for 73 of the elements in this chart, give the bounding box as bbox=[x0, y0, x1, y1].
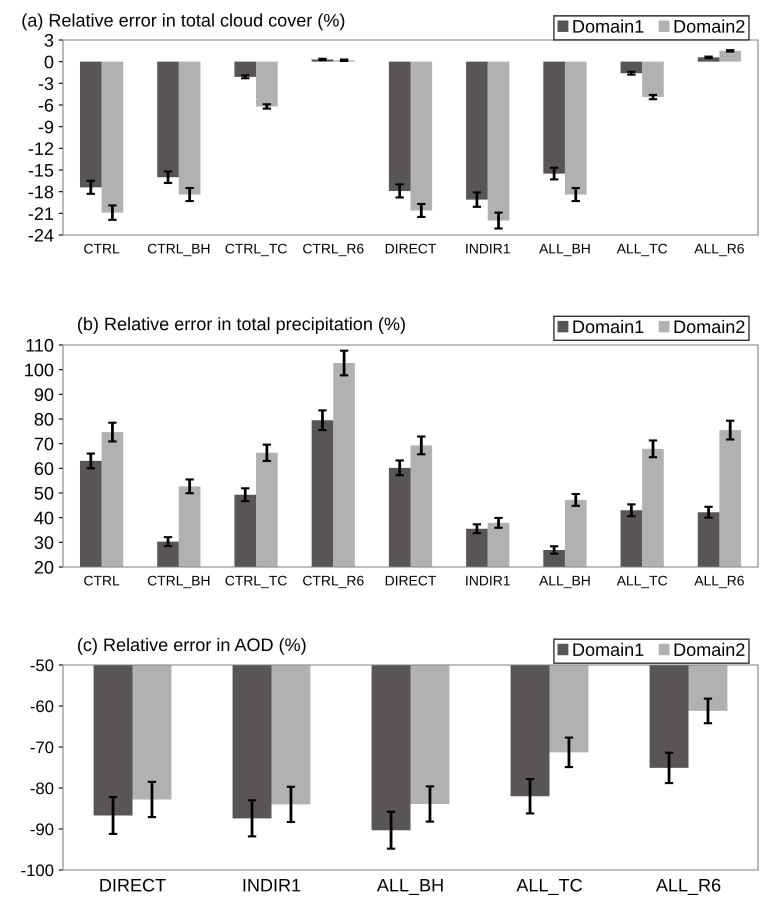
x-tick-label: ALL_R6 bbox=[694, 244, 744, 256]
legend-label: Domain2 bbox=[674, 642, 744, 656]
bar bbox=[564, 62, 587, 195]
x-tick-label: CTRL_TC bbox=[226, 244, 287, 256]
x-tick-label: DIRECT bbox=[386, 244, 436, 254]
y-tick-label: 50 bbox=[34, 486, 54, 500]
bar bbox=[102, 62, 124, 213]
x-tick-label: ALL_TC bbox=[616, 576, 668, 588]
bar bbox=[256, 62, 278, 106]
x-tick-label: CTRL_R6 bbox=[303, 576, 364, 588]
x-tick-label: ALL_BH bbox=[376, 878, 443, 896]
chart-title: (a) Relative error in total cloud cover (%) bbox=[22, 13, 344, 30]
bar bbox=[620, 62, 642, 74]
bar bbox=[234, 62, 256, 77]
y-tick-label: 20 bbox=[34, 560, 54, 574]
x-tick-label: CTRL_R6 bbox=[303, 244, 364, 256]
x-tick-label: ALL_R6 bbox=[656, 878, 720, 896]
y-tick-label: 110 bbox=[26, 338, 54, 352]
x-tick-label: CTRL_BH bbox=[148, 576, 210, 588]
chart-title: (c) Relative error in AOD (%) bbox=[78, 638, 306, 655]
bar bbox=[642, 62, 664, 98]
x-tick-label: INDIR1 bbox=[466, 576, 510, 586]
bar bbox=[410, 62, 432, 210]
x-tick-label: CTRL_TC bbox=[226, 576, 287, 588]
chart-title: (b) Relative error in total precipitation (%) bbox=[78, 317, 405, 334]
x-tick-label: ALL_BH bbox=[539, 576, 590, 588]
y-tick-label: -100 bbox=[21, 864, 54, 876]
bar bbox=[80, 62, 102, 188]
y-tick-label: -21 bbox=[28, 207, 54, 220]
bar bbox=[157, 62, 179, 178]
bar bbox=[388, 62, 410, 191]
y-tick-label: -50 bbox=[30, 659, 54, 672]
y-tick-label: 40 bbox=[34, 512, 54, 524]
y-tick-label: -70 bbox=[30, 741, 54, 754]
y-tick-label: -80 bbox=[30, 782, 54, 794]
x-tick-label: INDIR1 bbox=[244, 878, 300, 892]
y-tick-label: 0 bbox=[44, 56, 54, 68]
x-tick-label: DIRECT bbox=[100, 878, 166, 892]
y-tick-label: -90 bbox=[30, 823, 54, 836]
y-tick-label: 100 bbox=[25, 364, 54, 376]
legend-label: Domain1 bbox=[573, 642, 644, 656]
x-tick-label: INDIR1 bbox=[466, 244, 510, 254]
x-tick-label: DIRECT bbox=[386, 576, 436, 586]
y-tick-label: -15 bbox=[28, 164, 54, 177]
legend-label: Domain1 bbox=[573, 19, 644, 33]
y-tick-label: -6 bbox=[38, 98, 54, 112]
y-tick-label: 30 bbox=[34, 536, 54, 550]
bar bbox=[178, 62, 200, 195]
y-tick-label: 80 bbox=[34, 412, 54, 426]
y-tick-label: -60 bbox=[30, 700, 54, 712]
bar bbox=[719, 50, 742, 62]
y-tick-label: -12 bbox=[28, 142, 54, 155]
legend-label: Domain2 bbox=[674, 19, 744, 33]
y-tick-label: 90 bbox=[34, 388, 54, 402]
x-tick-label: ALL_BH bbox=[539, 244, 590, 256]
y-tick-label: -24 bbox=[28, 228, 54, 242]
y-tick-label: 3 bbox=[44, 34, 54, 47]
y-tick-label: -3 bbox=[38, 77, 54, 90]
legend-label: Domain2 bbox=[674, 320, 744, 334]
x-tick-label: CTRL bbox=[84, 244, 120, 254]
y-tick-label: -18 bbox=[28, 186, 54, 198]
x-tick-label: CTRL_BH bbox=[148, 244, 210, 256]
x-tick-label: ALL_R6 bbox=[694, 576, 744, 588]
y-tick-label: 70 bbox=[34, 438, 54, 450]
bar bbox=[488, 62, 510, 221]
legend-label: Domain1 bbox=[573, 320, 644, 334]
y-tick-label: -9 bbox=[38, 120, 54, 134]
x-tick-label: ALL_TC bbox=[516, 878, 582, 896]
x-tick-label: CTRL bbox=[84, 576, 120, 586]
y-tick-label: 60 bbox=[34, 462, 54, 476]
x-tick-label: ALL_TC bbox=[616, 244, 668, 256]
bar bbox=[543, 62, 565, 174]
bar bbox=[466, 62, 488, 200]
